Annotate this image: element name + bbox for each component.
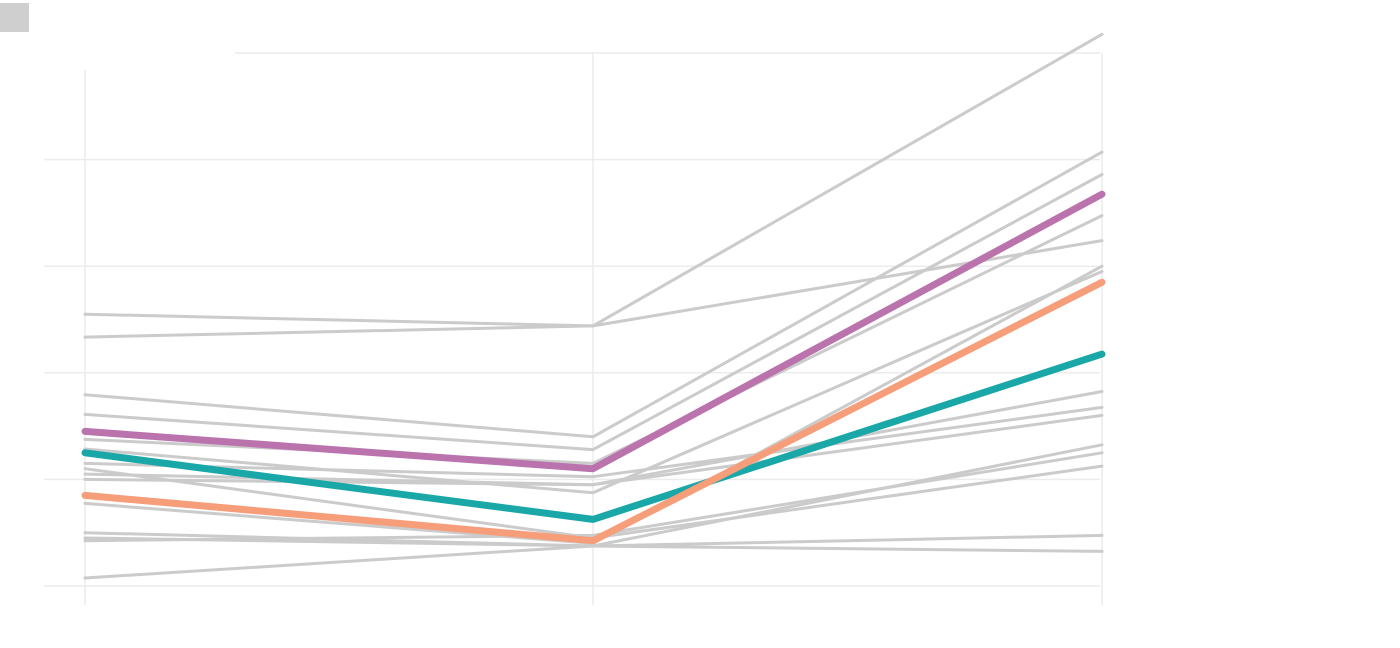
background-series-line [83,150,1104,439]
background-series-line [83,214,1104,465]
background-series-line [83,451,1104,543]
background-series-line [83,173,1104,452]
grid-lines [44,52,1103,605]
highlighted-series-line [81,278,1106,545]
background-series-line [83,544,1104,580]
background-series-line [83,239,1104,339]
highlighted-series-lines [81,190,1106,545]
highlighted-series-line [81,190,1106,473]
background-series-lines [83,32,1104,580]
background-series-line [83,405,1104,479]
highlighted-series-line [81,350,1106,523]
legend-swatch [0,3,29,32]
background-series-line [83,270,1104,495]
